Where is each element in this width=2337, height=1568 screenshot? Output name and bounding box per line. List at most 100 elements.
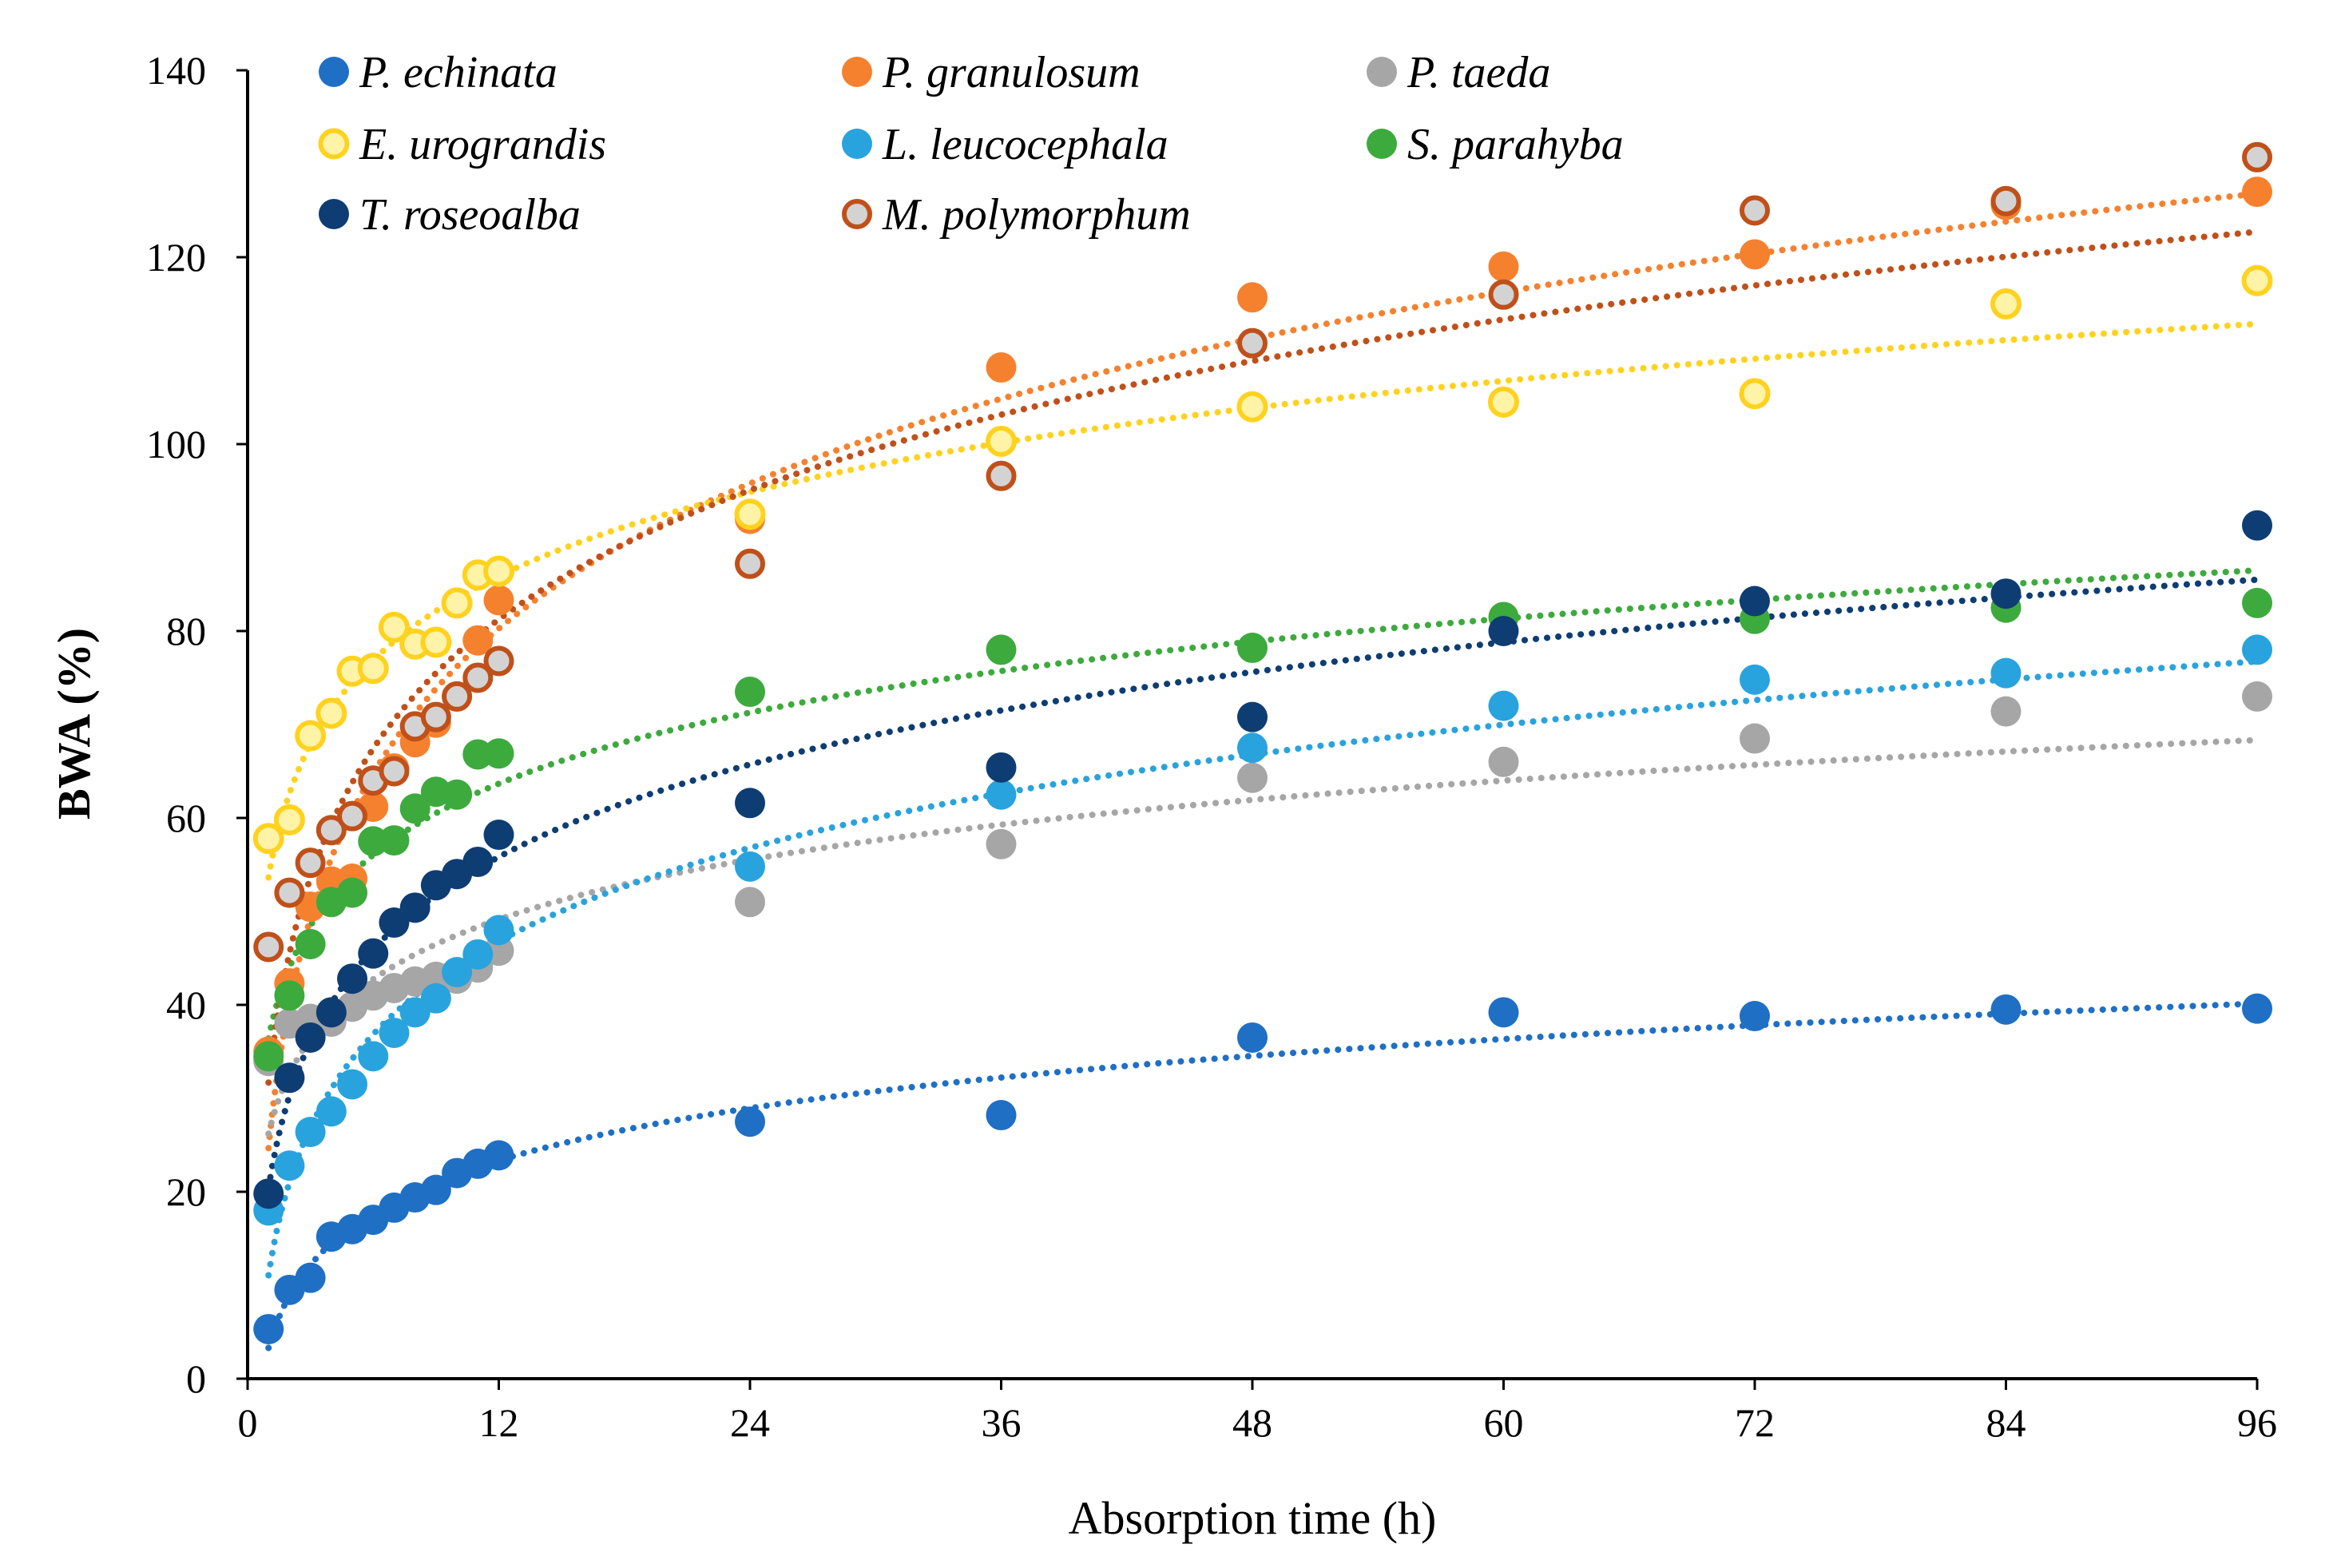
data-point: [399, 892, 430, 923]
data-point: [358, 938, 389, 969]
data-point: [2242, 634, 2272, 665]
data-point: [2242, 141, 2272, 173]
data-point: [1740, 239, 1770, 270]
legend-item-p-granulosum: P. granulosum: [842, 48, 1141, 97]
data-point: [483, 1140, 514, 1171]
data-point: [358, 1041, 389, 1072]
data-point: [1488, 616, 1519, 646]
data-point: [1740, 195, 1770, 226]
series-e-urograndis: [252, 264, 2273, 855]
data-point: [378, 611, 410, 643]
x-tick-label: 36: [982, 1400, 1022, 1445]
series-p-echinata: [253, 993, 2272, 1344]
data-point: [337, 1069, 368, 1100]
y-tick-label: 0: [186, 1356, 206, 1401]
data-points: [252, 141, 2273, 1344]
data-point: [483, 555, 514, 587]
legend-marker: [842, 199, 872, 229]
data-point: [441, 587, 473, 619]
data-point: [420, 701, 451, 732]
data-point: [337, 800, 368, 832]
data-point: [2242, 993, 2272, 1024]
data-point: [1488, 997, 1519, 1028]
data-point: [462, 939, 494, 970]
data-point: [1488, 386, 1519, 418]
data-point: [1990, 288, 2022, 320]
legend-marker: [842, 129, 872, 159]
data-point: [986, 460, 1017, 491]
data-point: [462, 662, 494, 693]
legend-item-m-polymorphum: M. polymorphum: [842, 190, 1191, 240]
data-point: [379, 825, 410, 856]
y-axis-title: BWA (%): [48, 628, 100, 820]
data-point: [483, 915, 514, 946]
x-tick-label: 12: [479, 1400, 519, 1445]
series-p-granulosum: [253, 177, 2272, 1067]
legend-marker: [319, 57, 349, 87]
y-tick-label: 120: [146, 235, 206, 280]
data-point: [986, 779, 1017, 810]
data-point: [1237, 732, 1268, 764]
legend-label: P. taeda: [1407, 48, 1550, 97]
legend-item-s-parahyba: S. parahyba: [1367, 120, 1624, 169]
legend-label: M. polymorphum: [882, 190, 1191, 240]
legend-marker: [1367, 57, 1397, 87]
x-tick-label: 96: [2237, 1400, 2277, 1445]
data-point: [442, 779, 473, 810]
legend-marker: [842, 57, 872, 87]
data-point: [1740, 723, 1770, 754]
data-point: [337, 877, 368, 908]
data-point: [315, 815, 347, 846]
data-point: [1990, 994, 2022, 1025]
x-tick-label: 0: [238, 1400, 258, 1445]
data-point: [735, 548, 765, 579]
y-tick-label: 140: [146, 48, 206, 93]
data-point: [1237, 282, 1268, 313]
legend-marker: [319, 199, 349, 229]
trendline-t-roseoalba: [265, 576, 2260, 1192]
data-point: [2242, 510, 2272, 541]
series-m-polymorphum: [253, 141, 2272, 963]
data-point: [1990, 185, 2022, 216]
data-point: [253, 1178, 284, 1209]
data-point: [442, 681, 473, 712]
legend-label: T. roseoalba: [359, 190, 581, 240]
data-point: [734, 498, 766, 530]
data-point: [357, 653, 389, 685]
x-tick-label: 60: [1484, 1400, 1524, 1445]
data-point: [986, 634, 1017, 665]
data-point: [379, 907, 410, 939]
data-point: [295, 720, 327, 752]
data-point: [483, 585, 514, 616]
data-point: [735, 887, 765, 918]
y-tick-label: 80: [166, 609, 206, 653]
data-point: [483, 738, 514, 769]
data-point: [986, 752, 1017, 783]
legend-item-t-roseoalba: T. roseoalba: [319, 190, 581, 240]
data-point: [1488, 746, 1519, 777]
data-point: [274, 980, 305, 1011]
x-tick-label: 84: [1986, 1400, 2026, 1445]
data-point: [2241, 264, 2273, 296]
legend-label: S. parahyba: [1407, 120, 1624, 169]
y-tick-label: 100: [146, 422, 206, 466]
data-point: [337, 963, 368, 994]
data-point: [253, 931, 284, 963]
data-point: [399, 793, 430, 824]
data-point: [1237, 762, 1268, 793]
data-point: [483, 645, 514, 677]
data-point: [2242, 177, 2272, 208]
data-point: [1488, 251, 1519, 282]
data-point: [1990, 657, 2022, 689]
data-point: [274, 1062, 305, 1094]
data-point: [986, 352, 1017, 383]
x-tick-label: 24: [730, 1400, 770, 1445]
data-point: [420, 626, 452, 658]
data-point: [1740, 586, 1770, 617]
data-point: [274, 877, 305, 908]
legend-label: P. echinata: [359, 48, 557, 97]
legend-label: P. granulosum: [882, 48, 1141, 97]
trendline-e-urograndis: [265, 320, 2260, 881]
data-point: [420, 1174, 451, 1205]
legend-marker: [1367, 129, 1397, 159]
